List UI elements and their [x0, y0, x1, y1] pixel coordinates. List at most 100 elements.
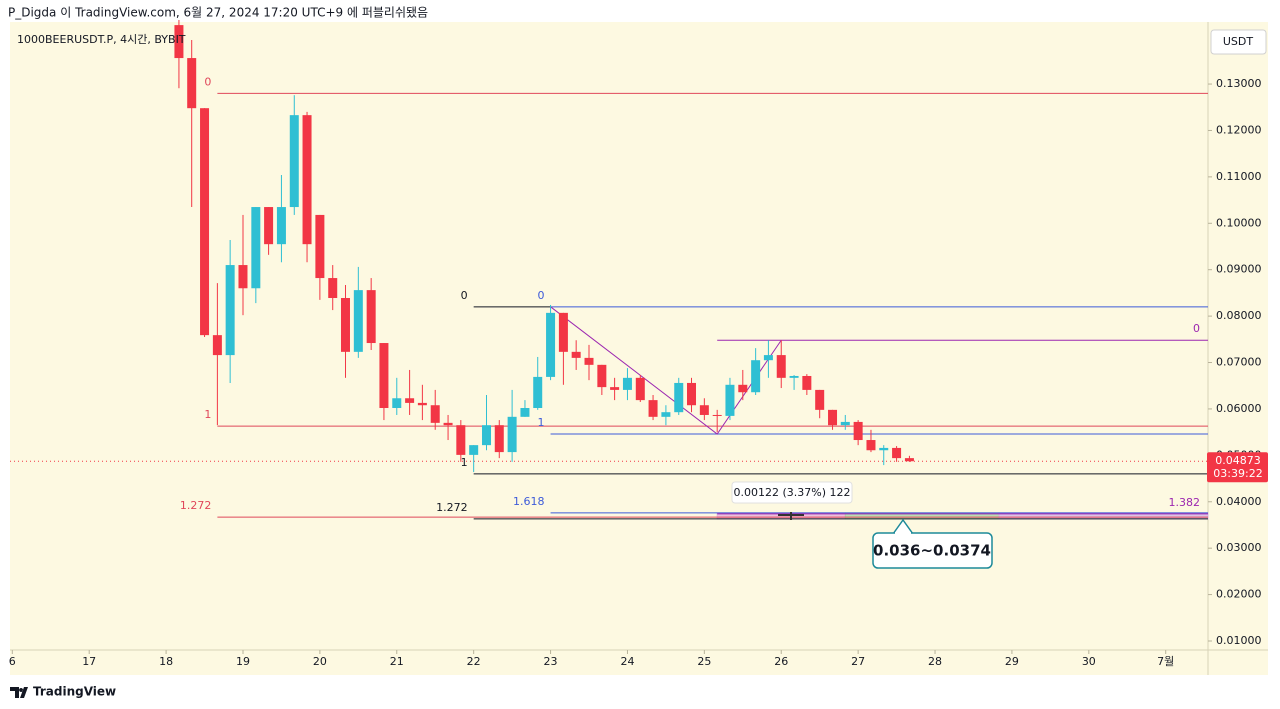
y-tick-label: 0.11000: [1216, 170, 1262, 183]
candle-body: [892, 447, 902, 459]
candle-body: [276, 207, 286, 245]
candle-body: [546, 312, 556, 377]
x-tick-label: 25: [697, 655, 711, 668]
candle-body: [597, 364, 607, 388]
candle-body: [815, 389, 825, 410]
fib-label: 1.618: [513, 495, 545, 508]
candle-body: [699, 405, 709, 415]
candle-body: [174, 25, 184, 59]
candle-body: [340, 298, 350, 352]
candle-body: [763, 355, 773, 361]
candle-body: [879, 447, 889, 451]
candle-body: [225, 265, 235, 356]
candle-body: [648, 400, 658, 417]
candle-body: [238, 265, 248, 289]
chart-background: [10, 22, 1268, 675]
candle-body: [725, 384, 735, 416]
fib-label: 1.272: [180, 499, 212, 512]
candle-body: [622, 377, 632, 390]
x-tick-label: 26: [774, 655, 788, 668]
candle-body: [187, 58, 197, 109]
x-tick-label: 29: [1005, 655, 1019, 668]
y-tick-label: 0.01000: [1216, 634, 1262, 647]
candle-body: [302, 115, 312, 245]
x-tick-label: 17: [82, 655, 96, 668]
candle-body: [264, 207, 274, 245]
y-tick-label: 0.03000: [1216, 541, 1262, 554]
candle-body: [353, 290, 363, 352]
candle-body: [674, 382, 684, 413]
candle-body: [853, 421, 863, 441]
candle-body: [405, 398, 415, 403]
x-tick-label: 30: [1082, 655, 1096, 668]
candle-body: [507, 416, 517, 453]
candle-body: [366, 290, 376, 344]
candle-body: [584, 357, 594, 365]
x-tick-label: 24: [620, 655, 634, 668]
candle-body: [533, 376, 543, 409]
candle-body: [328, 278, 338, 299]
candle-body: [751, 360, 761, 393]
fib-label: 1.382: [1169, 496, 1201, 509]
candle-body: [456, 425, 466, 455]
callout-joint: [895, 532, 911, 535]
y-tick-label: 0.10000: [1216, 216, 1262, 229]
candle-body: [712, 414, 722, 416]
measure-tool: 0.00122 (3.37%) 122: [731, 481, 853, 520]
candle-body: [687, 382, 697, 406]
candle-body: [289, 115, 299, 208]
candle-body: [482, 425, 492, 446]
candle-body: [251, 207, 261, 289]
y-tick-label: 0.09000: [1216, 263, 1262, 276]
y-tick-label: 0.08000: [1216, 309, 1262, 322]
candle-body: [802, 375, 812, 390]
candle-body: [392, 398, 402, 409]
callout: 0.036~0.0374: [872, 518, 993, 569]
measure-box: [731, 481, 853, 504]
fib-label: 0: [538, 289, 545, 302]
measure-label: 0.00122 (3.37%) 122: [733, 486, 850, 499]
y-tick-label: 0.07000: [1216, 356, 1262, 369]
currency-label[interactable]: USDT: [1223, 35, 1254, 48]
x-tick-label: 20: [313, 655, 327, 668]
y-tick-label: 0.13000: [1216, 77, 1262, 90]
candle-body: [738, 384, 748, 393]
fib-label: 1: [204, 408, 211, 421]
countdown-label: 03:39:22: [1213, 467, 1262, 480]
y-tick-label: 0.12000: [1216, 123, 1262, 136]
candle-body: [417, 402, 427, 406]
x-tick-label: 6: [9, 655, 16, 668]
candle-body: [315, 214, 325, 279]
symbol-label: 1000BEERUSDT.P, 4시간, BYBIT: [17, 33, 186, 46]
fib-label: 0: [1193, 322, 1200, 335]
candle-body: [635, 377, 645, 401]
last-price-box: [1207, 452, 1268, 483]
x-tick-label: 23: [544, 655, 558, 668]
callout-label: 0.036~0.0374: [873, 542, 991, 560]
brand-name: TradingView: [33, 685, 116, 699]
candle-body: [443, 422, 453, 426]
candle-body: [776, 355, 786, 378]
fib-label: 1: [538, 416, 545, 429]
x-tick-label: 21: [390, 655, 404, 668]
candle-body: [520, 408, 530, 417]
candle-body: [840, 421, 850, 426]
candle-body: [610, 387, 620, 390]
candle-body: [379, 343, 389, 409]
x-tick-label: 7월: [1157, 655, 1174, 668]
y-tick-label: 0.04000: [1216, 495, 1262, 508]
candle-body: [469, 445, 479, 455]
publish-note: P_Digda 이 TradingView.com, 6월 27, 2024 1…: [8, 6, 428, 20]
candle-body: [558, 312, 568, 352]
candle-body: [828, 409, 838, 426]
candle-body: [661, 412, 671, 417]
brand: TradingView: [10, 685, 116, 699]
fib-label: 1: [461, 456, 468, 469]
brand-logo: [10, 687, 28, 698]
fib-label: 0: [461, 289, 468, 302]
y-tick-label: 0.02000: [1216, 588, 1262, 601]
currency-box[interactable]: [1210, 29, 1267, 55]
x-tick-label: 18: [159, 655, 173, 668]
